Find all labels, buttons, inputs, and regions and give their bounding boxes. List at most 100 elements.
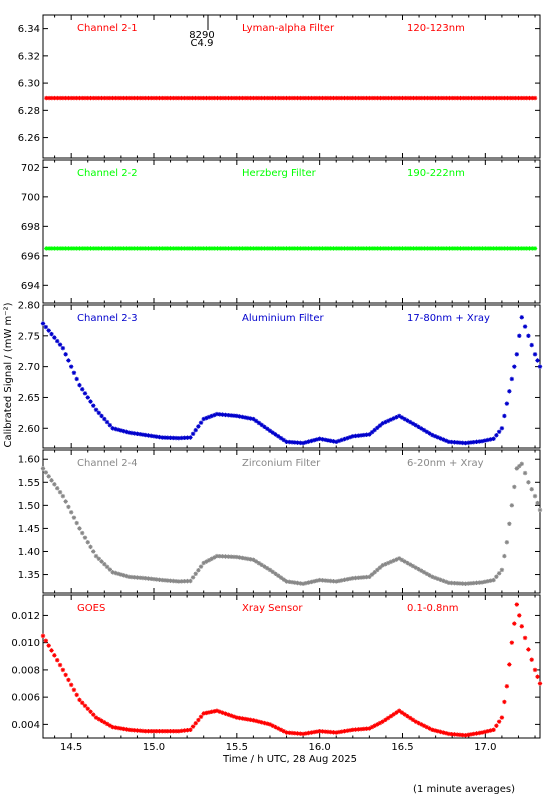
series-markers [40,315,543,446]
data-point [223,95,228,101]
data-point [215,246,220,251]
data-point [303,440,309,445]
data-point [220,95,226,101]
data-point [405,95,411,101]
data-point [187,246,193,251]
data-point [49,648,54,653]
data-point [512,621,517,626]
data-point [265,246,270,251]
data-point [488,246,494,251]
data-point [207,246,212,251]
data-point [242,415,248,420]
data-point [345,435,350,441]
data-point [284,246,289,251]
data-point [529,487,534,492]
data-point [339,578,344,583]
data-point [57,489,63,495]
data-point [466,95,471,101]
data-point [347,576,353,581]
x-tick-label: 15.0 [143,742,165,753]
data-point [361,95,367,101]
data-point [204,95,209,101]
data-point [397,246,402,251]
data-point [228,413,234,418]
data-point [57,246,63,251]
data-point [347,435,353,440]
data-point [466,581,471,586]
data-point [143,95,148,101]
data-point [234,246,240,251]
data-point [396,413,402,419]
data-point [217,709,222,714]
data-point [99,246,104,251]
data-point [204,559,209,564]
data-point [449,439,454,445]
data-point [253,718,259,724]
data-point [289,440,295,445]
data-point [46,246,52,251]
data-point [361,726,367,732]
data-point [212,709,217,714]
data-point [104,246,110,251]
data-point [320,578,325,583]
data-point [107,95,113,101]
data-point [251,718,256,723]
data-point [314,246,320,251]
data-point [336,246,342,251]
data-point [168,578,173,583]
channel-label: Channel 2-4 [77,458,138,469]
data-point [143,576,148,581]
data-point [256,420,262,426]
y-tick-label: 698 [21,222,40,233]
data-point [214,708,220,713]
data-point [421,570,427,575]
band-label: 190-222nm [407,168,465,179]
data-point [171,728,176,734]
data-point [121,726,126,732]
data-point [226,412,231,418]
data-point [198,95,204,101]
data-point [113,95,118,101]
data-point [55,657,60,663]
data-point [507,95,513,101]
data-point [143,728,148,734]
data-point [46,643,51,648]
data-point [432,575,438,581]
data-point [432,433,438,439]
data-point [74,692,79,698]
data-point [96,95,101,101]
data-point [356,95,361,101]
data-point [524,95,529,101]
data-point [460,732,465,738]
data-point [253,418,259,424]
data-point [499,95,505,101]
band-label: 6-20nm + Xray [407,458,484,469]
data-point [345,95,350,101]
data-point [278,575,284,580]
data-point [358,246,364,251]
data-point [179,435,184,441]
data-point [287,95,292,101]
data-point [353,727,358,732]
data-point [488,437,493,442]
data-point [303,580,309,586]
data-point [298,95,303,101]
data-point [399,557,405,563]
data-point [43,324,49,330]
panels: 6.26 6.28 6.30 6.32 6.34 Channel 2-1 Lyman-alp… [11,14,543,753]
data-point [154,95,159,101]
data-point [514,466,520,471]
data-point [325,438,331,443]
data-point [115,725,121,731]
data-point [60,95,66,101]
data-point [118,428,124,433]
data-point [262,720,267,726]
data-point [303,246,309,251]
data-point [278,246,284,251]
data-point [151,246,157,251]
data-point [49,478,54,483]
data-point [44,95,49,101]
data-point [504,684,510,689]
data-point [281,577,286,582]
y-tick-label: 1.40 [18,547,40,558]
